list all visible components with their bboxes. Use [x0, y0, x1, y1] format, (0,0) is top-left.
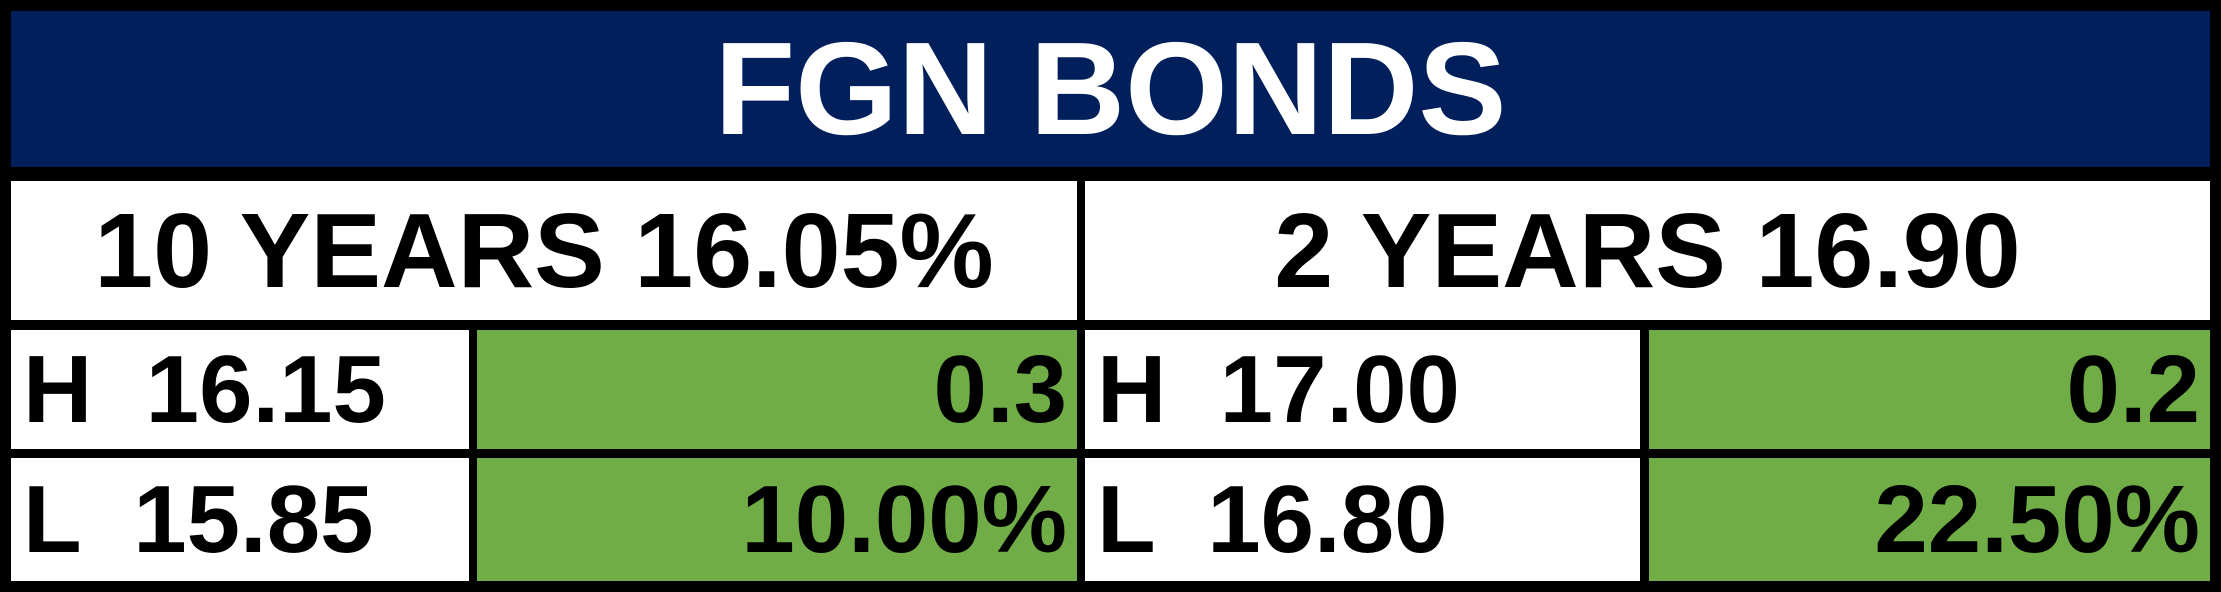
low-label: L 15.85	[11, 458, 469, 581]
low-change: 10.00%	[477, 458, 1077, 581]
panel-heading: 2 YEARS 16.90	[1085, 181, 2210, 320]
high-change: 0.2	[1649, 330, 2210, 449]
low-change: 22.50%	[1649, 458, 2210, 581]
title: FGN BONDS	[11, 11, 2210, 167]
high-label: H 17.00	[1085, 330, 1640, 449]
low-label: L 16.80	[1085, 458, 1640, 581]
high-change: 0.3	[477, 330, 1077, 449]
high-label: H 16.15	[11, 330, 469, 449]
panel-heading: 10 YEARS 16.05%	[11, 181, 1077, 320]
